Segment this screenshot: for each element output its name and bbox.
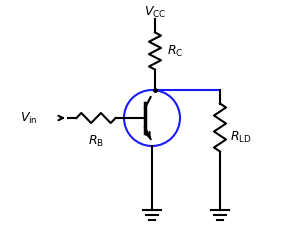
Text: $R_{\rm LD}$: $R_{\rm LD}$ [230, 130, 252, 145]
Text: $R_{\rm B}$: $R_{\rm B}$ [88, 134, 104, 149]
Text: $V_{\rm CC}$: $V_{\rm CC}$ [144, 4, 166, 20]
Text: $R_{\rm C}$: $R_{\rm C}$ [167, 43, 183, 59]
Text: $V_{\rm in}$: $V_{\rm in}$ [20, 110, 38, 126]
